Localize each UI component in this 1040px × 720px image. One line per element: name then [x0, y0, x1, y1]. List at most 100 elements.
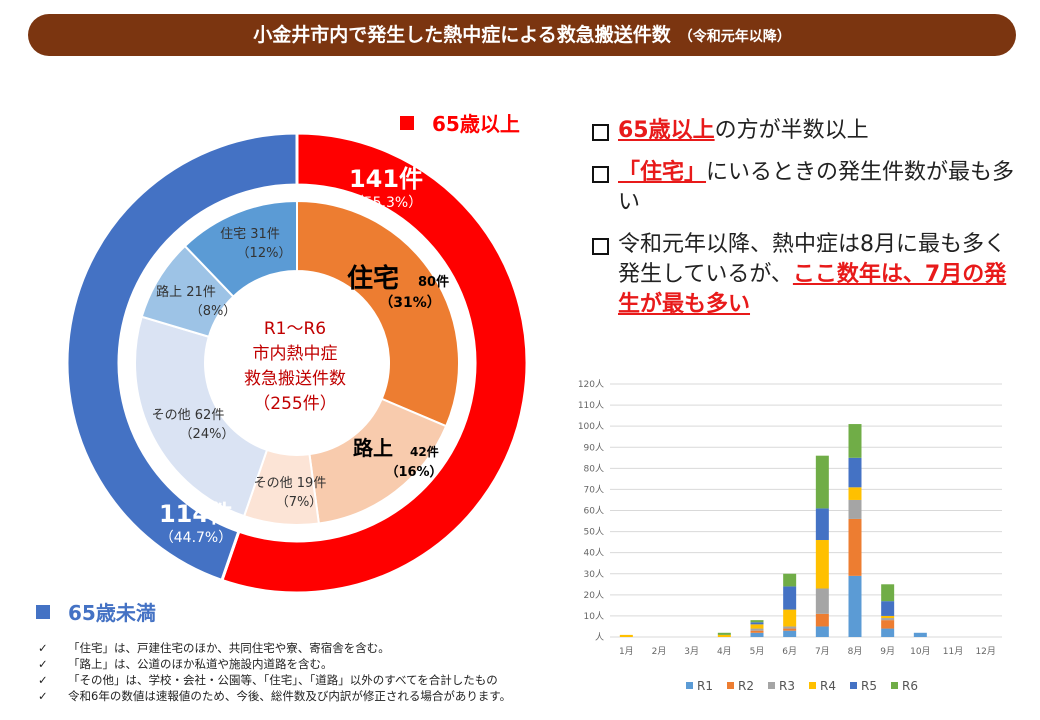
bar-segment-r5 — [848, 457, 862, 488]
center-label: 市内熱中症 — [253, 344, 338, 364]
checkbox-icon — [592, 238, 609, 255]
bar-segment-r5 — [815, 508, 829, 541]
legend-under65: 65歳未満 — [36, 597, 156, 626]
bar-segment-r4 — [619, 634, 633, 637]
check-icon: ✓ — [38, 673, 48, 687]
legend-swatch-r2 — [727, 682, 734, 689]
inner-slice — [183, 199, 298, 298]
x-tick-label: 2月 — [652, 646, 667, 657]
bar-segment-r4 — [815, 540, 829, 589]
bar-segment-r3 — [848, 499, 862, 519]
page-title: 小金井市内で発生した熱中症による救急搬送件数 — [253, 24, 671, 46]
inner-slice-label: 住宅 — [347, 263, 399, 294]
legend-swatch-r6 — [891, 682, 898, 689]
legend-swatch-r1 — [686, 682, 693, 689]
bar-segment-r1 — [848, 575, 862, 637]
checkbox-icon — [592, 124, 609, 141]
legend-swatch-r5 — [850, 682, 857, 689]
bar-segment-r4 — [881, 615, 895, 619]
bar-segment-r2 — [848, 518, 862, 576]
legend-swatch-r4 — [809, 682, 816, 689]
center-label: 救急搬送件数 — [244, 369, 346, 389]
y-tick-label: 110人 — [578, 400, 604, 411]
inner-slice-label: （12%） — [237, 246, 292, 261]
finding-1-emphasis: 65歳以上 — [618, 118, 715, 143]
bar-segment-r6 — [750, 620, 764, 623]
bar-segment-r1 — [783, 630, 797, 637]
outer-slice-under65 — [65, 131, 299, 583]
footnote: ✓ 令和6年の数値は速報値のため、今後、総件数及び内訳が修正される場合があります。 — [38, 689, 512, 703]
bar-segment-r3 — [881, 618, 895, 621]
legend-over65-label: 65歳以上 — [432, 112, 520, 136]
over65-pct-label: （55.3%） — [350, 195, 422, 211]
finding-3: 令和元年以降、熱中症は8月に最も多く発生しているが、ここ数年は、7月の発生が最も… — [592, 230, 1022, 320]
over65-count-label: 141件 — [349, 165, 423, 193]
y-tick-label: 100人 — [578, 421, 604, 432]
bar-segment-r6 — [848, 424, 862, 458]
legend-under65-swatch — [36, 604, 50, 619]
y-tick-label: 50人 — [584, 527, 604, 538]
monthly-bar-chart: 人 10人 20人 30人 40人 50人 60人 70人 80人 90人 100人 110人 120人… — [578, 379, 1002, 693]
inner-slice-label: （31%） — [379, 295, 441, 311]
bar-segment-r5 — [750, 622, 764, 625]
inner-slice-label: 80件 — [418, 274, 449, 290]
legend-over65-swatch — [400, 115, 414, 130]
legend-label-r6: R6 — [902, 679, 918, 693]
under65-pct-label: （44.7%） — [160, 530, 232, 546]
legend-under65-label: 65歳未満 — [68, 601, 156, 625]
center-total: （255件） — [253, 394, 336, 414]
y-tick-label: 40人 — [584, 548, 604, 559]
y-tick-label: 70人 — [584, 484, 604, 495]
inner-slice — [134, 315, 269, 518]
inner-slice-label: 42件 — [410, 444, 439, 459]
legend-over65: 65歳以上 — [400, 108, 520, 137]
bar-segment-r3 — [750, 628, 764, 631]
bar-segment-r3 — [815, 588, 829, 614]
center-label: R1～R6 — [264, 319, 326, 339]
x-tick-label: 9月 — [880, 646, 895, 657]
finding-2-emphasis: 「住宅」 — [618, 160, 707, 185]
check-icon: ✓ — [38, 657, 48, 671]
legend-label-r5: R5 — [861, 679, 877, 693]
legend-label-r4: R4 — [820, 679, 836, 693]
checkbox-icon — [592, 166, 609, 183]
bar-segment-r6 — [881, 584, 895, 602]
bar-segment-r4 — [848, 487, 862, 500]
x-tick-label: 11月 — [943, 646, 963, 657]
y-tick-label: 人 — [595, 632, 604, 643]
bar-segment-r6 — [783, 573, 797, 587]
bar-segment-r4 — [783, 609, 797, 627]
finding-2: 「住宅」にいるときの発生件数が最も多い — [592, 158, 1022, 218]
donut-chart: 141件 （55.3%） 114件 （44.7%） 住宅 80件 （31%） 路上 42件 （16… — [65, 131, 529, 595]
y-tick-label: 20人 — [584, 590, 604, 601]
x-tick-label: 10月 — [910, 646, 930, 657]
bar-segment-r1 — [881, 628, 895, 637]
y-tick-label: 80人 — [584, 463, 604, 474]
footnotes: ✓ 「住宅」は、戸建住宅のほか、共同住宅や寮、寄宿舎を含む。 ✓ 「路上」は、公道の… — [38, 640, 511, 704]
x-tick-label: 5月 — [750, 646, 765, 657]
y-tick-label: 120人 — [578, 379, 604, 390]
finding-1-text: の方が半数以上 — [714, 118, 869, 143]
inner-slice-label: その他 62件 — [152, 408, 225, 423]
bar-segment-r1 — [815, 626, 829, 637]
legend-label-r3: R3 — [779, 679, 795, 693]
key-findings: 65歳以上の方が半数以上 「住宅」にいるときの発生件数が最も多い 令和元年以降、… — [592, 116, 1022, 332]
finding-3-text: 令和元年以降、熱中症は8月に最も多く発生しているが、 — [618, 232, 1006, 287]
footnote: ✓ 「その他」は、学校・会社・公園等、「住宅」、「道路」以外のすべてを合計したもの — [38, 673, 498, 687]
bar-segment-r5 — [881, 601, 895, 616]
bar-segment-r3 — [783, 626, 797, 629]
inner-slice-label: （8%） — [190, 304, 237, 319]
bar-segment-r5 — [783, 586, 797, 610]
title-banner: 小金井市内で発生した熱中症による救急搬送件数 （令和元年以降） — [28, 14, 1016, 56]
finding-3-emphasis: ここ数年は、7月の発生が最も多い — [618, 262, 1007, 317]
x-tick-label: 8月 — [848, 646, 863, 657]
x-tick-label: 1月 — [619, 646, 634, 657]
bar-segment-r1 — [750, 632, 764, 637]
inner-slice-label: 住宅 31件 — [220, 227, 280, 242]
y-tick-label: 30人 — [584, 569, 604, 580]
inner-slice-label: 路上 — [353, 436, 393, 460]
inner-slice-label: （24%） — [180, 427, 235, 442]
under65-count-label: 114件 — [159, 500, 233, 528]
finding-1: 65歳以上の方が半数以上 — [592, 116, 1022, 146]
bar-segment-r2 — [881, 620, 895, 629]
